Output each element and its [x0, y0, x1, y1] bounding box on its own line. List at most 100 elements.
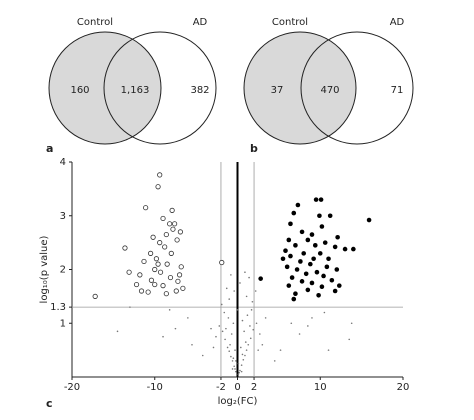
point — [240, 370, 243, 373]
point — [291, 210, 297, 216]
point — [249, 325, 251, 327]
point — [157, 240, 163, 246]
point — [316, 293, 321, 298]
point — [319, 284, 325, 290]
point — [342, 246, 348, 252]
point — [240, 364, 243, 366]
point — [251, 300, 254, 303]
point — [242, 359, 245, 361]
point — [286, 283, 292, 288]
point — [174, 327, 177, 330]
region-count: 382 — [190, 85, 209, 96]
point — [254, 290, 257, 292]
point — [280, 256, 286, 262]
point — [319, 224, 325, 229]
point — [228, 298, 231, 300]
y-axis-label: log₁₀(p value) — [39, 235, 50, 303]
point — [129, 306, 131, 308]
point — [168, 250, 174, 256]
point — [326, 256, 331, 262]
point — [329, 277, 335, 283]
point — [233, 365, 235, 368]
point — [245, 349, 248, 351]
point — [177, 229, 184, 235]
point — [244, 354, 246, 357]
point — [152, 266, 158, 273]
point — [148, 277, 155, 283]
point — [163, 291, 169, 297]
point — [229, 343, 231, 346]
point — [305, 237, 311, 243]
point — [258, 276, 263, 281]
panel-label: b — [250, 142, 258, 155]
point — [228, 350, 231, 353]
point — [231, 360, 234, 362]
point — [317, 213, 322, 219]
point — [122, 245, 128, 251]
point — [230, 355, 232, 358]
point — [246, 314, 249, 316]
point — [312, 243, 318, 248]
point — [174, 237, 180, 243]
point — [290, 322, 293, 325]
point — [332, 288, 338, 294]
point — [240, 346, 242, 349]
point — [225, 287, 228, 290]
point — [180, 285, 186, 291]
point — [323, 311, 326, 314]
x-axis-label: log₂(FC) — [218, 396, 258, 407]
point — [157, 172, 163, 178]
point — [309, 280, 315, 286]
point — [164, 261, 170, 267]
point — [327, 213, 333, 219]
point — [273, 360, 276, 362]
point — [257, 349, 259, 351]
point — [167, 221, 173, 227]
y-tick-label: 1 — [60, 318, 66, 329]
point — [169, 207, 175, 213]
x-tick-label: -10 — [147, 382, 163, 393]
point — [162, 244, 168, 250]
point — [172, 221, 178, 227]
point — [309, 232, 315, 237]
y-tick-label: 4 — [60, 157, 66, 168]
point — [235, 360, 237, 362]
point — [303, 271, 309, 277]
point — [318, 197, 324, 202]
point — [264, 317, 267, 319]
point — [286, 237, 292, 243]
point — [233, 290, 235, 292]
point — [279, 349, 282, 351]
point — [225, 327, 227, 330]
y-tick-label: 1.3 — [50, 302, 66, 313]
venn-outline — [48, 31, 162, 145]
point — [170, 226, 176, 232]
point — [317, 251, 323, 256]
point — [92, 293, 98, 299]
point — [351, 246, 356, 252]
point — [210, 327, 212, 330]
point — [145, 289, 151, 295]
point — [241, 319, 244, 322]
point — [162, 335, 164, 338]
point — [239, 369, 241, 372]
point — [239, 282, 241, 284]
point — [163, 231, 169, 238]
point — [288, 253, 293, 259]
point — [237, 373, 240, 376]
point — [175, 278, 181, 284]
point — [219, 259, 225, 266]
point — [248, 276, 250, 279]
point — [148, 250, 154, 256]
point — [168, 309, 171, 311]
point — [295, 202, 301, 208]
point — [293, 243, 298, 248]
point — [249, 337, 252, 340]
point — [212, 346, 215, 349]
x-tick-label: 0 — [234, 382, 240, 393]
point — [311, 317, 313, 319]
point — [284, 264, 290, 270]
point — [141, 258, 147, 265]
point — [313, 197, 319, 202]
point — [334, 267, 340, 272]
